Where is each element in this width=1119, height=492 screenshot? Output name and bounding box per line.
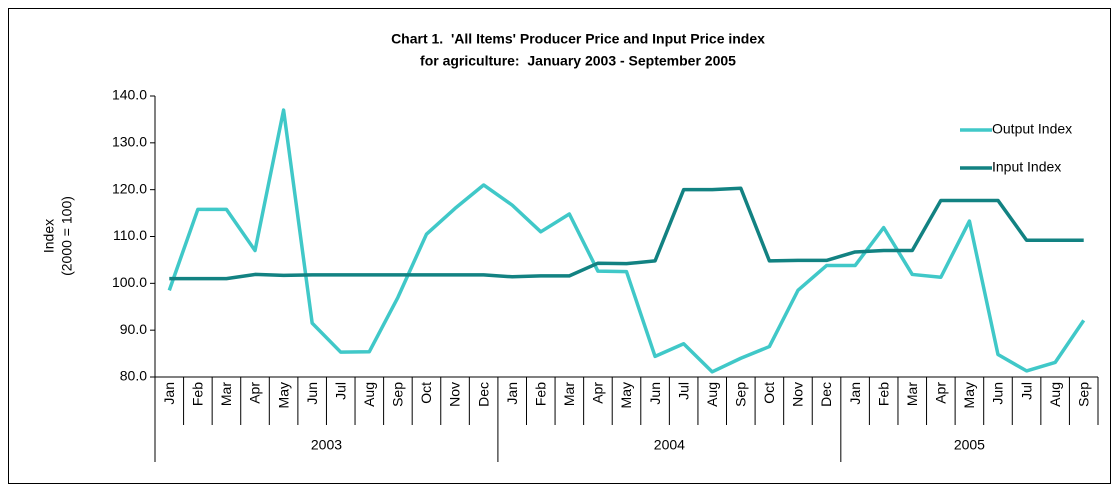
y-tick-label: 140.0 bbox=[112, 87, 147, 103]
data-line bbox=[167, 108, 1086, 374]
chart-border bbox=[8, 8, 1111, 484]
x-tick-label: May bbox=[275, 382, 291, 408]
x-tick-label: Jul bbox=[675, 382, 691, 400]
x-group-label: 2003 bbox=[311, 437, 342, 453]
legend-label: Output Index bbox=[992, 121, 1072, 137]
x-tick-label: Aug bbox=[361, 382, 377, 407]
x-tick-label: Nov bbox=[447, 382, 463, 407]
x-tick-label: Jun bbox=[647, 382, 663, 405]
x-tick-label: Feb bbox=[532, 382, 548, 406]
x-group-label: 2004 bbox=[654, 437, 685, 453]
y-tick-label: 130.0 bbox=[112, 134, 147, 150]
x-tick-label: Jan bbox=[504, 382, 520, 405]
x-tick-label: Sep bbox=[1075, 382, 1091, 407]
x-tick-label: Apr bbox=[933, 382, 949, 404]
x-tick-label: Dec bbox=[818, 382, 834, 407]
x-tick-label: Mar bbox=[904, 382, 920, 406]
y-tick-label: 100.0 bbox=[112, 274, 147, 290]
x-tick-label: Jan bbox=[161, 382, 177, 405]
y-tick-label: 80.0 bbox=[120, 368, 147, 384]
x-tick-label: Jan bbox=[847, 382, 863, 405]
x-tick-label: Nov bbox=[790, 382, 806, 407]
x-tick-label: Feb bbox=[190, 382, 206, 406]
x-tick-label: Oct bbox=[418, 382, 434, 404]
y-axis-label: Index bbox=[41, 219, 57, 253]
y-tick-label: 110.0 bbox=[113, 227, 147, 243]
y-tick-label: 90.0 bbox=[120, 321, 147, 337]
x-tick-label: Jun bbox=[990, 382, 1006, 405]
x-tick-label: Aug bbox=[1047, 382, 1063, 407]
x-group-label: 2005 bbox=[954, 437, 985, 453]
x-tick-label: Sep bbox=[733, 382, 749, 407]
x-tick-label: May bbox=[961, 382, 977, 408]
x-tick-label: Dec bbox=[475, 382, 491, 407]
x-tick-label: Oct bbox=[761, 382, 777, 404]
y-axis-label: (2000 = 100) bbox=[59, 196, 75, 276]
x-tick-label: Mar bbox=[218, 382, 234, 406]
chart-title: for agriculture: January 2003 - Septembe… bbox=[420, 53, 736, 69]
x-tick-label: Aug bbox=[704, 382, 720, 407]
x-tick-label: May bbox=[618, 382, 634, 408]
x-tick-label: Jul bbox=[332, 382, 348, 400]
y-tick-label: 120.0 bbox=[112, 180, 147, 196]
x-tick-label: Feb bbox=[875, 382, 891, 406]
x-tick-label: Sep bbox=[390, 382, 406, 407]
data-line bbox=[169, 186, 1084, 281]
legend-label: Input Index bbox=[992, 159, 1061, 175]
x-tick-label: Apr bbox=[590, 382, 606, 404]
x-tick-label: Apr bbox=[247, 382, 263, 404]
x-tick-label: Jun bbox=[304, 382, 320, 405]
chart-title: Chart 1. 'All Items' Producer Price and … bbox=[391, 31, 765, 47]
x-tick-label: Mar bbox=[561, 382, 577, 406]
x-tick-label: Jul bbox=[1018, 382, 1034, 400]
